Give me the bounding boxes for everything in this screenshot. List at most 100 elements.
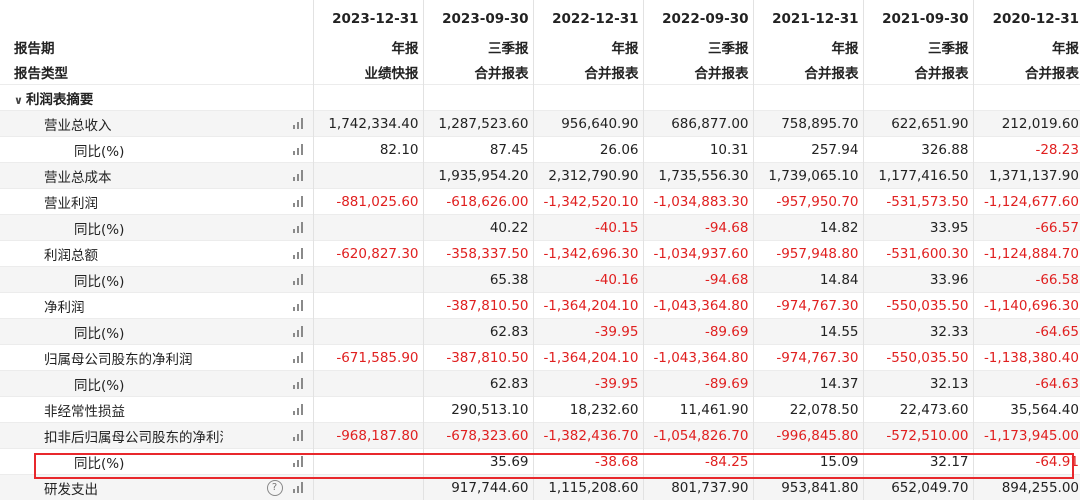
header-types-cell: 业绩快报 bbox=[313, 59, 423, 85]
value-cell: 32.17 bbox=[863, 449, 973, 475]
value-cell bbox=[313, 371, 423, 397]
header-dates-cell: 2023-12-31 bbox=[313, 0, 423, 34]
value-cell: 956,640.90 bbox=[533, 111, 643, 137]
header-dates-cell: 2021-09-30 bbox=[863, 0, 973, 34]
value-cell: -531,573.50 bbox=[863, 189, 973, 215]
bar-chart-icon[interactable] bbox=[293, 248, 303, 259]
section-header[interactable]: ∨利润表摘要 bbox=[0, 85, 1080, 111]
bar-chart-icon[interactable] bbox=[293, 430, 303, 441]
value-cell: 82.10 bbox=[313, 137, 423, 163]
value-cell: -94.68 bbox=[643, 267, 753, 293]
value-cell: 257.94 bbox=[753, 137, 863, 163]
value-cell bbox=[313, 215, 423, 241]
bar-chart-icon[interactable] bbox=[293, 274, 303, 285]
value-cell: 1,371,137.90 bbox=[973, 163, 1080, 189]
value-cell: 326.88 bbox=[863, 137, 973, 163]
bar-chart-icon[interactable] bbox=[293, 300, 303, 311]
value-cell: 1,742,334.40 bbox=[313, 111, 423, 137]
value-cell: -64.63 bbox=[973, 371, 1080, 397]
value-cell: -1,140,696.30 bbox=[973, 293, 1080, 319]
table-row[interactable]: 扣非后归属母公司股东的净利润 -968,187.80-678,323.60-1,3… bbox=[0, 423, 1080, 449]
value-cell bbox=[313, 267, 423, 293]
bar-chart-icon[interactable] bbox=[293, 404, 303, 415]
value-cell: 32.13 bbox=[863, 371, 973, 397]
value-cell bbox=[313, 163, 423, 189]
value-cell: 652,049.70 bbox=[863, 475, 973, 500]
bar-chart-icon[interactable] bbox=[293, 352, 303, 363]
value-cell: -39.95 bbox=[533, 371, 643, 397]
value-cell: 2,312,790.90 bbox=[533, 163, 643, 189]
value-cell: 15.09 bbox=[753, 449, 863, 475]
header-types-cell: 合并报表 bbox=[423, 59, 533, 85]
value-cell bbox=[313, 293, 423, 319]
value-cell: 1,177,416.50 bbox=[863, 163, 973, 189]
value-cell: -1,173,945.00 bbox=[973, 423, 1080, 449]
value-cell: 917,744.60 bbox=[423, 475, 533, 500]
value-cell: -387,810.50 bbox=[423, 293, 533, 319]
bar-chart-icon[interactable] bbox=[293, 170, 303, 181]
value-cell: -1,124,884.70 bbox=[973, 241, 1080, 267]
header-periods-cell: 年报 bbox=[753, 34, 863, 59]
value-cell bbox=[313, 319, 423, 345]
header-dates-cell: 2020-12-31 bbox=[973, 0, 1080, 34]
header-dates-cell: 2022-12-31 bbox=[533, 0, 643, 34]
value-cell: -1,382,436.70 bbox=[533, 423, 643, 449]
chevron-down-icon[interactable]: ∨ bbox=[14, 94, 23, 107]
value-cell: -358,337.50 bbox=[423, 241, 533, 267]
row-label: 利润总额 bbox=[0, 241, 223, 267]
value-cell: 1,115,208.60 bbox=[533, 475, 643, 500]
header-dates-cell: 2023-09-30 bbox=[423, 0, 533, 34]
row-label: 净利润 bbox=[0, 293, 223, 319]
value-cell: -968,187.80 bbox=[313, 423, 423, 449]
table-row[interactable]: 归属母公司股东的净利润-671,585.90-387,810.50-1,364,… bbox=[0, 345, 1080, 371]
value-cell: -40.15 bbox=[533, 215, 643, 241]
value-cell: -66.58 bbox=[973, 267, 1080, 293]
value-cell: 953,841.80 bbox=[753, 475, 863, 500]
header-types-cell: 合并报表 bbox=[533, 59, 643, 85]
row-label: 同比(%) bbox=[0, 137, 223, 163]
bar-chart-icon[interactable] bbox=[293, 196, 303, 207]
bar-chart-icon[interactable] bbox=[293, 144, 303, 155]
row-label: 营业总收入 bbox=[0, 111, 223, 137]
value-cell: 10.31 bbox=[643, 137, 753, 163]
value-cell: -550,035.50 bbox=[863, 345, 973, 371]
header-periods-cell: 三季报 bbox=[643, 34, 753, 59]
value-cell: 35,564.40 bbox=[973, 397, 1080, 423]
bar-chart-icon[interactable] bbox=[293, 482, 303, 493]
value-cell: 35.69 bbox=[423, 449, 533, 475]
value-cell: -996,845.80 bbox=[753, 423, 863, 449]
value-cell: -1,034,937.60 bbox=[643, 241, 753, 267]
value-cell: 65.38 bbox=[423, 267, 533, 293]
value-cell: 894,255.00 bbox=[973, 475, 1080, 500]
value-cell: -1,043,364.80 bbox=[643, 293, 753, 319]
value-cell: -38.68 bbox=[533, 449, 643, 475]
bar-chart-icon[interactable] bbox=[293, 118, 303, 129]
value-cell: 14.84 bbox=[753, 267, 863, 293]
table-row[interactable]: 净利润-387,810.50-1,364,204.10-1,043,364.80… bbox=[0, 293, 1080, 319]
value-cell: 32.33 bbox=[863, 319, 973, 345]
table-row[interactable]: 营业利润-881,025.60-618,626.00-1,342,520.10-… bbox=[0, 189, 1080, 215]
bar-chart-icon[interactable] bbox=[293, 456, 303, 467]
value-cell: -678,323.60 bbox=[423, 423, 533, 449]
bar-chart-icon[interactable] bbox=[293, 326, 303, 337]
bar-chart-icon[interactable] bbox=[293, 378, 303, 389]
value-cell: 33.96 bbox=[863, 267, 973, 293]
value-cell: 14.55 bbox=[753, 319, 863, 345]
value-cell: 22,078.50 bbox=[753, 397, 863, 423]
bar-chart-icon[interactable] bbox=[293, 222, 303, 233]
row-label: 扣非后归属母公司股东的净利润 bbox=[0, 423, 223, 449]
value-cell: 11,461.90 bbox=[643, 397, 753, 423]
table-row[interactable]: 利润总额-620,827.30-358,337.50-1,342,696.30-… bbox=[0, 241, 1080, 267]
header-types-cell: 合并报表 bbox=[643, 59, 753, 85]
value-cell: 1,739,065.10 bbox=[753, 163, 863, 189]
